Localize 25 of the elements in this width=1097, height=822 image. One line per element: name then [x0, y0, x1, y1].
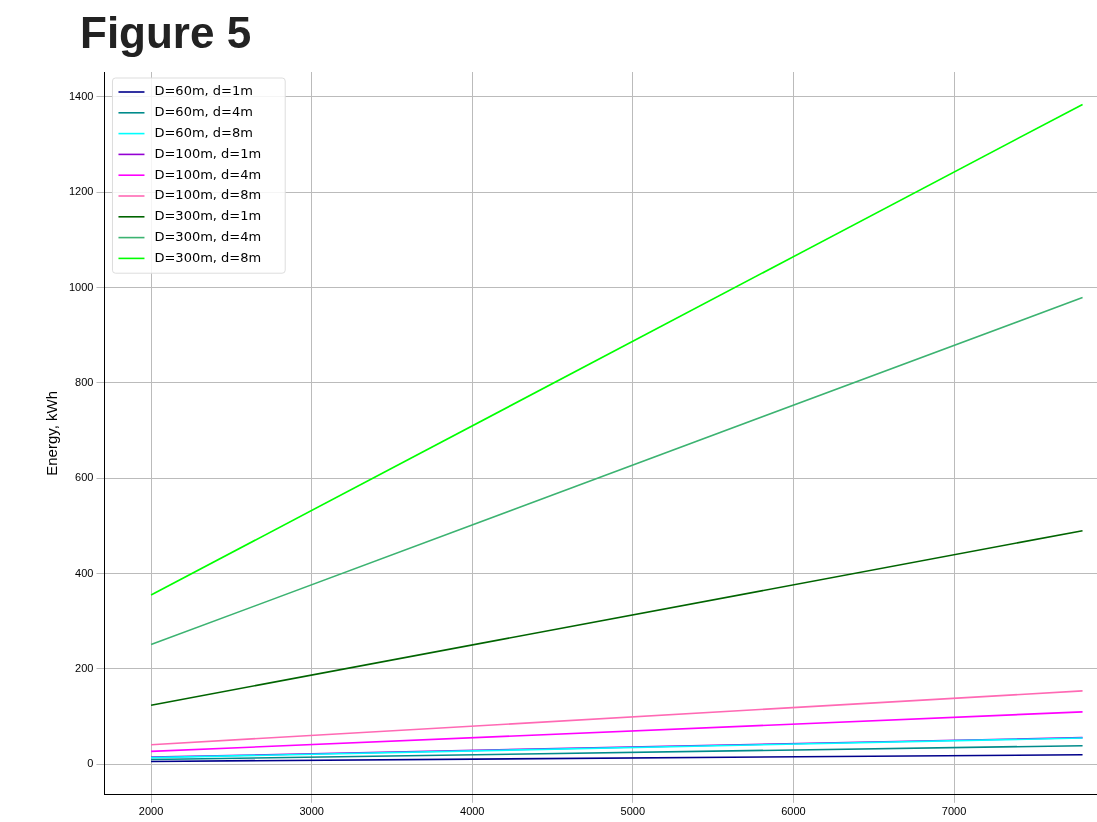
x-tick-label: 3000 — [299, 805, 324, 818]
y-tick-label: 800 — [75, 375, 94, 388]
x-tick-label: 5000 — [620, 805, 646, 818]
legend-label: D=60m, d=4m — [154, 104, 253, 120]
legend-label: D=60m, d=8m — [154, 124, 253, 140]
y-tick-label: 200 — [75, 661, 94, 674]
y-tick-label: 600 — [75, 471, 94, 484]
legend-label: D=300m, d=8m — [154, 249, 262, 265]
x-tick-label: 7000 — [941, 805, 967, 818]
legend-label: D=100m, d=8m — [154, 187, 262, 203]
legend-label: D=60m, d=1m — [154, 83, 253, 99]
y-tick-label: 400 — [75, 566, 94, 579]
x-tick-label: 6000 — [781, 805, 806, 818]
legend-label: D=100m, d=1m — [154, 145, 262, 161]
y-axis-title: Energy, kWh — [43, 391, 61, 476]
y-tick-label: 0 — [87, 757, 94, 770]
y-tick-label: 1000 — [68, 280, 94, 293]
y-tick-label: 1400 — [68, 89, 94, 102]
x-tick-label: 4000 — [460, 805, 485, 818]
legend-label: D=300m, d=1m — [154, 208, 262, 224]
legend-label: D=100m, d=4m — [154, 166, 262, 182]
chart-title: Figure 5 — [80, 8, 252, 58]
y-tick-label: 1200 — [68, 185, 94, 198]
legend-label: D=300m, d=4m — [154, 228, 262, 244]
x-tick-label: 2000 — [138, 805, 164, 818]
